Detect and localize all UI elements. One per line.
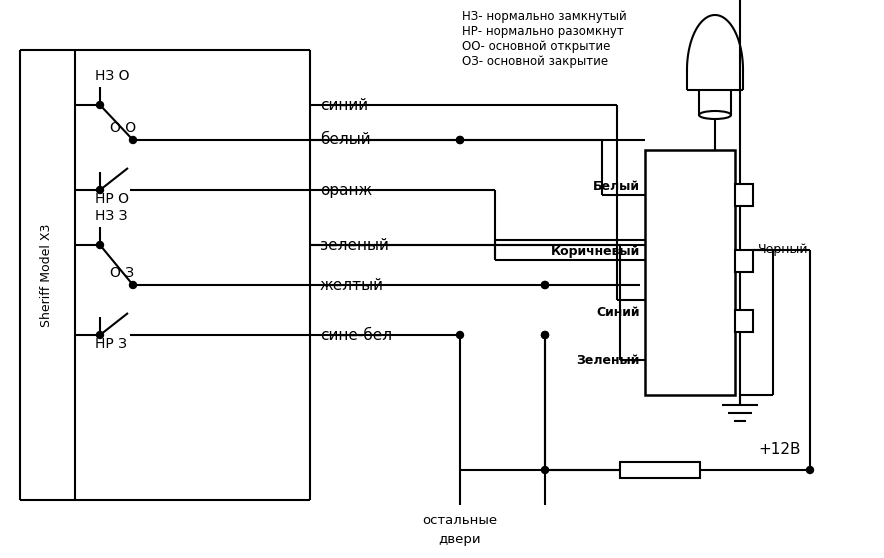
Text: НЗ- нормально замкнутый
НР- нормально разомкнут
ОО- основной открытие
ОЗ- основн: НЗ- нормально замкнутый НР- нормально ра… [462, 10, 627, 68]
Circle shape [96, 242, 103, 248]
Text: белый: белый [320, 132, 370, 147]
Circle shape [456, 137, 463, 143]
Circle shape [129, 281, 136, 288]
Text: Зеленый: Зеленый [576, 354, 640, 367]
Circle shape [542, 466, 548, 474]
Circle shape [456, 331, 463, 339]
Circle shape [96, 331, 103, 339]
Circle shape [96, 102, 103, 108]
Circle shape [542, 331, 548, 339]
Text: Белый: Белый [593, 180, 640, 194]
Text: Sheriff Model X3: Sheriff Model X3 [41, 223, 54, 326]
Text: зеленый: зеленый [320, 238, 389, 253]
Text: двери: двери [438, 533, 481, 546]
Text: Коричневый: Коричневый [551, 246, 640, 258]
Circle shape [806, 466, 813, 474]
Circle shape [129, 137, 136, 143]
Text: О О: О О [110, 121, 136, 135]
Text: НЗ З: НЗ З [95, 209, 127, 223]
Text: НР О: НР О [95, 192, 129, 206]
Text: НР З: НР З [95, 337, 127, 351]
Text: сине-бел: сине-бел [320, 328, 392, 343]
Circle shape [542, 281, 548, 288]
Text: остальные: остальные [423, 513, 498, 527]
Text: НЗ О: НЗ О [95, 69, 129, 83]
Text: Синий: Синий [597, 305, 640, 319]
Bar [735, 250, 753, 272]
Text: синий: синий [320, 98, 368, 113]
Ellipse shape [699, 111, 731, 119]
Circle shape [542, 281, 548, 288]
Circle shape [456, 137, 463, 143]
Text: желтый: желтый [320, 277, 384, 292]
Bar [620, 462, 700, 478]
Bar [735, 310, 753, 332]
Text: Черный: Черный [758, 243, 809, 257]
Circle shape [542, 331, 548, 339]
Bar [645, 150, 735, 395]
Circle shape [96, 186, 103, 194]
Bar [735, 184, 753, 206]
Text: О З: О З [110, 266, 134, 280]
Text: оранж: оранж [320, 182, 372, 198]
Text: +12В: +12В [758, 442, 801, 458]
